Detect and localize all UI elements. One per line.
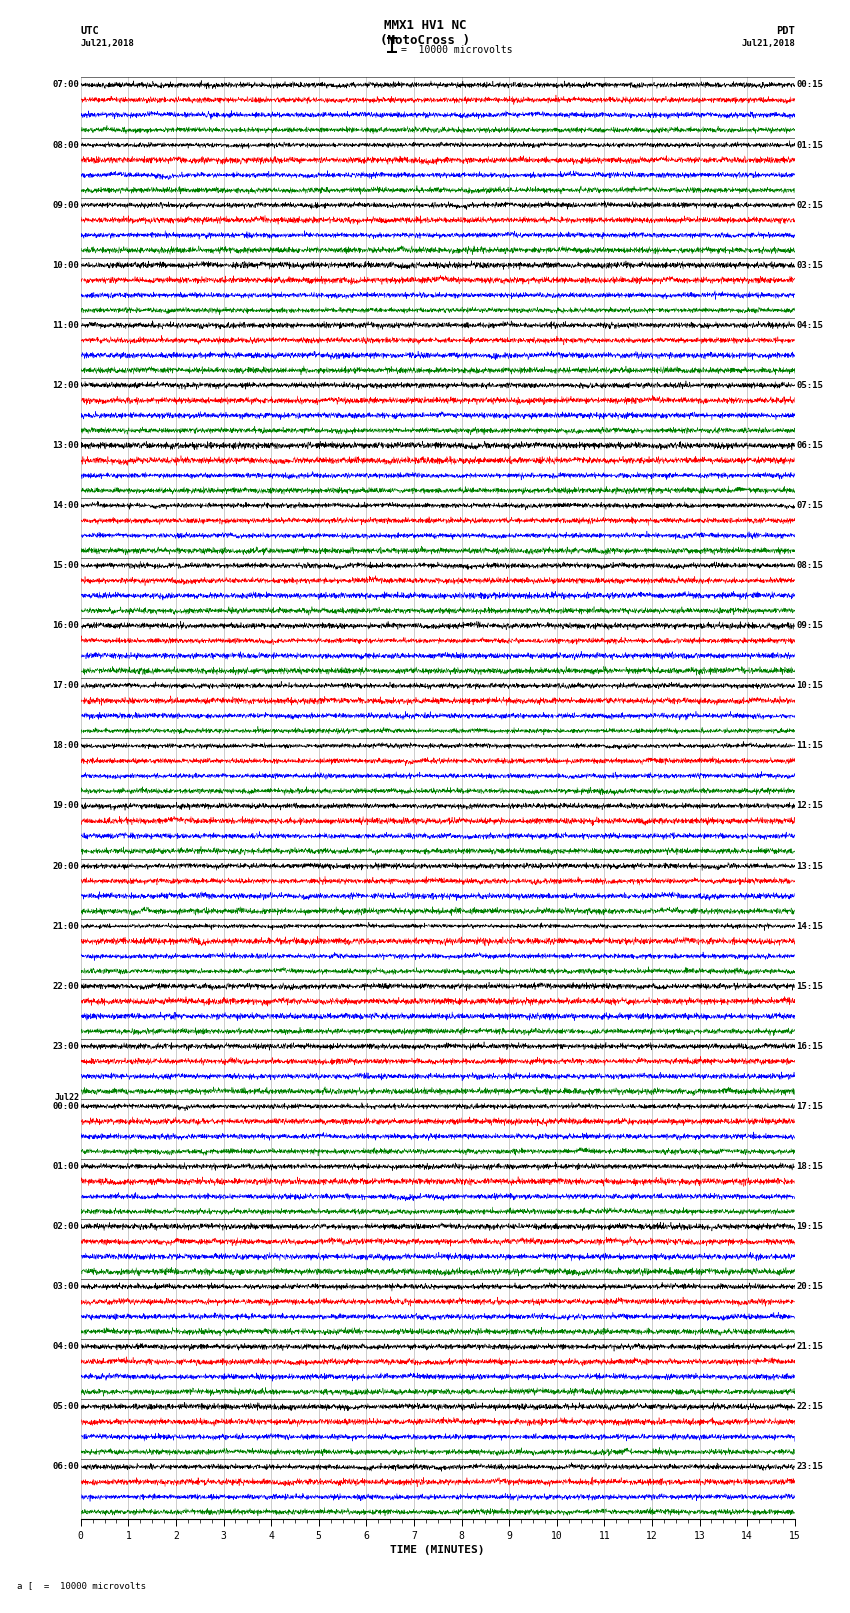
Text: 20:15: 20:15	[796, 1282, 823, 1290]
Text: 20:00: 20:00	[53, 861, 79, 871]
X-axis label: TIME (MINUTES): TIME (MINUTES)	[390, 1545, 485, 1555]
Text: (MotoCross ): (MotoCross )	[380, 34, 470, 47]
Text: 21:15: 21:15	[796, 1342, 823, 1352]
Text: 17:15: 17:15	[796, 1102, 823, 1111]
Text: 11:15: 11:15	[796, 742, 823, 750]
Text: 19:15: 19:15	[796, 1223, 823, 1231]
Text: 01:00: 01:00	[53, 1161, 79, 1171]
Text: 14:00: 14:00	[53, 502, 79, 510]
Text: 09:00: 09:00	[53, 200, 79, 210]
Text: 23:00: 23:00	[53, 1042, 79, 1050]
Text: 05:15: 05:15	[796, 381, 823, 390]
Text: 19:00: 19:00	[53, 802, 79, 810]
Text: 15:00: 15:00	[53, 561, 79, 569]
Text: 00:15: 00:15	[796, 81, 823, 89]
Text: UTC: UTC	[81, 26, 99, 35]
Text: 11:00: 11:00	[53, 321, 79, 329]
Text: 03:15: 03:15	[796, 261, 823, 269]
Text: 02:00: 02:00	[53, 1223, 79, 1231]
Text: 05:00: 05:00	[53, 1402, 79, 1411]
Text: Jul22: Jul22	[54, 1094, 79, 1102]
Text: 04:15: 04:15	[796, 321, 823, 329]
Text: 08:15: 08:15	[796, 561, 823, 569]
Text: MMX1 HV1 NC: MMX1 HV1 NC	[383, 19, 467, 32]
Text: 02:15: 02:15	[796, 200, 823, 210]
Text: 12:15: 12:15	[796, 802, 823, 810]
Text: 18:00: 18:00	[53, 742, 79, 750]
Text: a [  =  10000 microvolts: a [ = 10000 microvolts	[17, 1581, 146, 1590]
Text: 04:00: 04:00	[53, 1342, 79, 1352]
Text: 07:15: 07:15	[796, 502, 823, 510]
Text: =  10000 microvolts: = 10000 microvolts	[401, 45, 513, 55]
Text: 13:00: 13:00	[53, 440, 79, 450]
Text: 01:15: 01:15	[796, 140, 823, 150]
Text: 17:00: 17:00	[53, 681, 79, 690]
Text: 06:15: 06:15	[796, 440, 823, 450]
Text: 09:15: 09:15	[796, 621, 823, 631]
Text: 10:00: 10:00	[53, 261, 79, 269]
Text: PDT: PDT	[776, 26, 795, 35]
Text: Jul21,2018: Jul21,2018	[81, 39, 134, 48]
Text: 18:15: 18:15	[796, 1161, 823, 1171]
Text: 00:00: 00:00	[53, 1102, 79, 1111]
Text: 16:15: 16:15	[796, 1042, 823, 1050]
Text: 14:15: 14:15	[796, 921, 823, 931]
Text: 10:15: 10:15	[796, 681, 823, 690]
Text: 06:00: 06:00	[53, 1463, 79, 1471]
Text: 16:00: 16:00	[53, 621, 79, 631]
Text: 22:15: 22:15	[796, 1402, 823, 1411]
Text: Jul21,2018: Jul21,2018	[741, 39, 795, 48]
Text: 07:00: 07:00	[53, 81, 79, 89]
Text: 21:00: 21:00	[53, 921, 79, 931]
Text: 22:00: 22:00	[53, 982, 79, 990]
Text: 12:00: 12:00	[53, 381, 79, 390]
Text: 23:15: 23:15	[796, 1463, 823, 1471]
Text: 08:00: 08:00	[53, 140, 79, 150]
Text: 15:15: 15:15	[796, 982, 823, 990]
Text: 03:00: 03:00	[53, 1282, 79, 1290]
Text: 13:15: 13:15	[796, 861, 823, 871]
